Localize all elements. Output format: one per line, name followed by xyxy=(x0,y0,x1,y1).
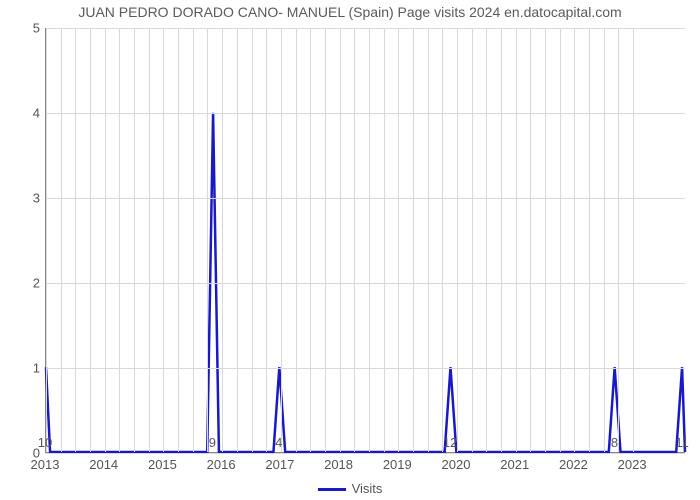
y-tick-label: 4 xyxy=(10,106,40,121)
peak-value-label: 8 xyxy=(611,435,618,450)
gridline-v-minor xyxy=(75,28,76,452)
y-tick-label: 1 xyxy=(10,361,40,376)
y-tick-label: 2 xyxy=(10,276,40,291)
gridline-v-minor xyxy=(618,28,619,452)
gridline-v-minor xyxy=(472,28,473,452)
gridline-v-major xyxy=(105,28,106,452)
gridline-v-minor xyxy=(486,28,487,452)
gridline-v-minor xyxy=(193,28,194,452)
gridline-v-major xyxy=(340,28,341,452)
gridline-v-minor xyxy=(604,28,605,452)
gridline-v-major xyxy=(516,28,517,452)
gridline-v-minor xyxy=(149,28,150,452)
gridline-v-minor xyxy=(178,28,179,452)
gridline-v-minor xyxy=(560,28,561,452)
gridline-v-major xyxy=(163,28,164,452)
x-tick-label: 2023 xyxy=(618,457,647,472)
peak-value-label: 10 xyxy=(38,435,52,450)
gridline-v-minor xyxy=(296,28,297,452)
legend-swatch xyxy=(318,488,346,491)
gridline-v-minor xyxy=(545,28,546,452)
gridline-v-major xyxy=(281,28,282,452)
peak-value-label: 11 xyxy=(675,435,689,450)
gridline-v-minor xyxy=(237,28,238,452)
x-tick-label: 2018 xyxy=(324,457,353,472)
x-tick-label: 2015 xyxy=(148,457,177,472)
x-tick-label: 2013 xyxy=(31,457,60,472)
gridline-v-major xyxy=(457,28,458,452)
gridline-v-minor xyxy=(252,28,253,452)
x-tick-label: 2014 xyxy=(89,457,118,472)
plot-area xyxy=(45,28,685,453)
gridline-v-minor xyxy=(207,28,208,452)
legend-label: Visits xyxy=(352,481,383,496)
peak-value-label: 12 xyxy=(443,435,457,450)
gridline-v-minor xyxy=(354,28,355,452)
legend: Visits xyxy=(0,481,700,496)
gridline-v-minor xyxy=(589,28,590,452)
gridline-v-major xyxy=(633,28,634,452)
y-tick-label: 5 xyxy=(10,21,40,36)
gridline-v-minor xyxy=(428,28,429,452)
gridline-v-major xyxy=(398,28,399,452)
x-tick-label: 2022 xyxy=(559,457,588,472)
gridline-v-minor xyxy=(90,28,91,452)
gridline-v-minor xyxy=(530,28,531,452)
gridline-h xyxy=(46,453,685,454)
x-tick-label: 2021 xyxy=(500,457,529,472)
gridline-v-major xyxy=(46,28,47,452)
gridline-v-minor xyxy=(310,28,311,452)
x-tick-label: 2019 xyxy=(383,457,412,472)
gridline-v-major xyxy=(574,28,575,452)
peak-value-label: 9 xyxy=(209,435,216,450)
gridline-v-minor xyxy=(442,28,443,452)
chart-title: JUAN PEDRO DORADO CANO- MANUEL (Spain) P… xyxy=(0,4,700,20)
gridline-v-minor xyxy=(384,28,385,452)
gridline-v-minor xyxy=(266,28,267,452)
chart-container: JUAN PEDRO DORADO CANO- MANUEL (Spain) P… xyxy=(0,0,700,500)
gridline-v-minor xyxy=(119,28,120,452)
gridline-v-minor xyxy=(325,28,326,452)
gridline-v-minor xyxy=(501,28,502,452)
x-tick-label: 2016 xyxy=(207,457,236,472)
gridline-v-minor xyxy=(61,28,62,452)
gridline-v-minor xyxy=(413,28,414,452)
gridline-v-minor xyxy=(369,28,370,452)
peak-value-label: 4 xyxy=(275,435,282,450)
x-tick-label: 2020 xyxy=(442,457,471,472)
gridline-v-minor xyxy=(134,28,135,452)
x-tick-label: 2017 xyxy=(265,457,294,472)
y-tick-label: 3 xyxy=(10,191,40,206)
gridline-v-major xyxy=(222,28,223,452)
